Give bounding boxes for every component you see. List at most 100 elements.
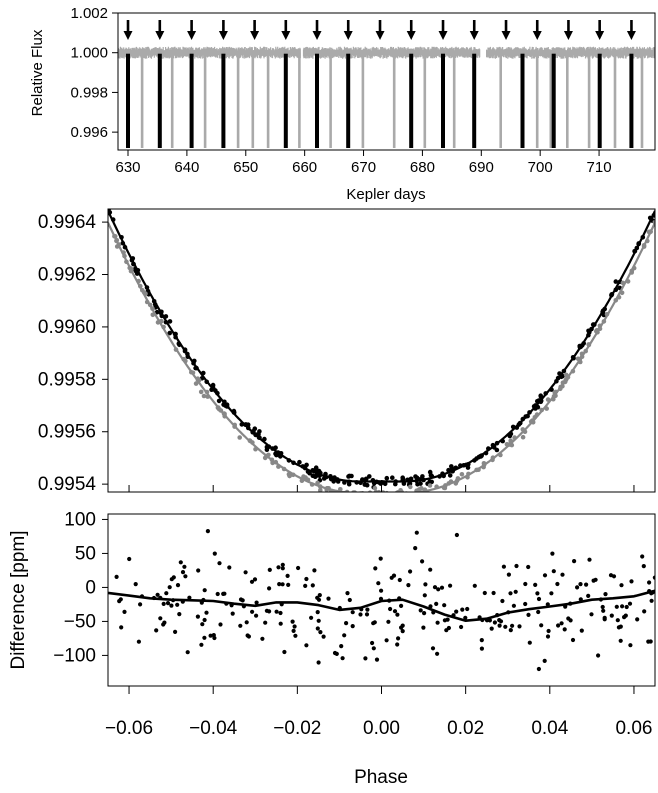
lightcurve-x-tick-label-8: 710	[587, 159, 612, 176]
residual-point	[292, 624, 297, 629]
phase-fold-point	[364, 482, 370, 488]
phase-fold-point	[237, 435, 242, 440]
residual-point	[492, 620, 497, 625]
residual-point	[178, 560, 183, 565]
residual-point	[278, 610, 283, 616]
residual-point	[267, 586, 272, 591]
gray-transit-0	[140, 52, 144, 149]
phase-fold-point	[449, 464, 454, 469]
residual-plot-area	[108, 529, 655, 672]
residual-point	[435, 620, 440, 625]
gray-transit-10	[423, 52, 427, 149]
phase-fold-point	[257, 429, 262, 434]
residual-point	[614, 604, 619, 609]
residual-point	[400, 623, 405, 628]
residual-point	[315, 626, 320, 631]
residual-point	[542, 658, 547, 664]
residual-x-tick-label-1: −0.04	[189, 718, 238, 739]
gray-transit-15	[566, 52, 569, 149]
residual-point	[600, 604, 605, 610]
residual-point	[326, 596, 331, 601]
residual-point	[286, 582, 291, 588]
residual-point	[560, 572, 565, 577]
residual-point	[280, 566, 285, 571]
residual-point	[578, 582, 583, 587]
residual-point	[374, 657, 380, 662]
residual-point	[523, 601, 528, 607]
transit-arrow-head-10	[438, 31, 448, 40]
residual-point	[616, 625, 622, 630]
residual-point	[423, 582, 428, 587]
residual-point	[177, 612, 182, 617]
residual-point	[396, 636, 401, 641]
residual-point	[566, 616, 571, 621]
residual-point	[497, 618, 502, 623]
gray-transit-11	[452, 52, 456, 149]
phase-fold-y-tick-label-0: 0.9954	[38, 474, 97, 495]
residual-point	[550, 551, 555, 556]
residual-point	[182, 564, 187, 569]
phase-fold-point	[413, 474, 418, 479]
residual-point	[310, 583, 315, 588]
phase-fold-point	[459, 472, 465, 477]
phase-fold-point	[363, 494, 368, 499]
transit-arrow-head-16	[626, 31, 636, 40]
gray-transit-1	[170, 52, 174, 149]
gray-transit-12	[499, 52, 502, 149]
residual-point	[211, 633, 216, 638]
residual-point	[344, 621, 349, 626]
residual-point	[422, 611, 427, 616]
residual-point	[536, 609, 541, 615]
residual-point	[183, 574, 188, 579]
transit-arrow-head-4	[250, 31, 260, 40]
residual-point	[533, 582, 538, 588]
residual-point	[513, 589, 518, 594]
phase-fold-point	[167, 319, 173, 324]
phase-fold-point	[310, 473, 316, 479]
residual-point	[420, 559, 425, 564]
residual-point	[114, 574, 119, 580]
residual-point	[202, 635, 207, 640]
residual-point	[406, 583, 411, 588]
residual-point	[501, 564, 506, 569]
residual-point	[559, 621, 564, 626]
residual-point	[545, 634, 551, 639]
transit-arrow-head-9	[406, 31, 416, 40]
residual-point	[497, 623, 502, 628]
residual-point	[628, 643, 633, 648]
residual-point	[350, 624, 355, 629]
black-transit-1	[157, 53, 162, 149]
phase-fold-point	[369, 493, 374, 498]
residual-point	[623, 613, 628, 618]
black-transit-6	[346, 53, 351, 149]
phase-fold-point	[420, 474, 425, 479]
residual-point	[334, 651, 339, 657]
residual-point	[392, 609, 398, 614]
lightcurve-x-tick-label-5: 680	[410, 159, 435, 176]
residual-point	[278, 621, 283, 626]
residual-point	[542, 573, 548, 578]
residual-point	[205, 529, 210, 534]
transit-arrow-head-3	[218, 31, 228, 40]
gray-transit-18	[640, 52, 644, 149]
phase-fold-point	[427, 483, 433, 488]
residual-point	[627, 601, 633, 606]
residual-point	[217, 561, 222, 566]
residual-point	[122, 609, 127, 615]
phase-fold-y-tick-label-3: 0.9960	[38, 317, 96, 338]
phase-fold-point	[297, 459, 302, 465]
residual-point	[365, 607, 370, 612]
residual-point	[118, 597, 123, 602]
residual-point	[358, 612, 363, 617]
residual-point	[309, 615, 314, 620]
residual-point	[635, 617, 640, 622]
residual-point	[350, 610, 355, 615]
black-transit-13	[629, 53, 634, 149]
residual-point	[373, 566, 378, 571]
transit-arrow-head-13	[532, 31, 542, 40]
residual-point	[439, 585, 445, 590]
residual-point	[489, 626, 494, 631]
residual-point	[243, 570, 248, 575]
residual-point	[293, 633, 298, 638]
residual-point	[459, 624, 464, 630]
